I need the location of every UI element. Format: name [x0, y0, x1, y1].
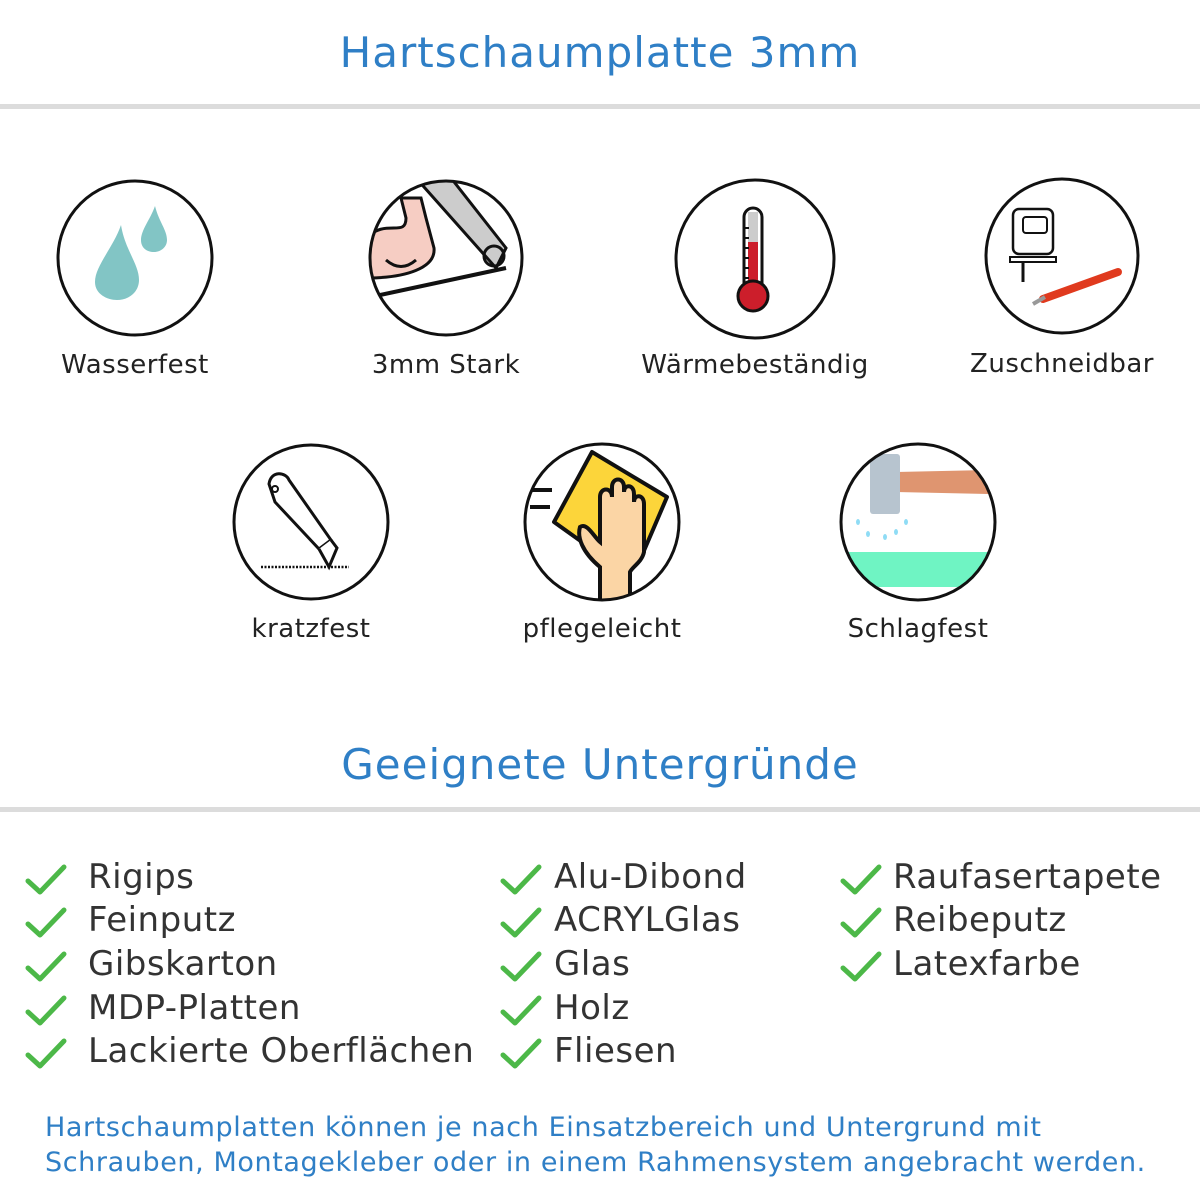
feature-zuschneidbar: Zuschneidbar	[942, 177, 1182, 379]
check-icon	[25, 906, 67, 944]
surface-item: Gibskarton	[88, 944, 278, 984]
surface-item: Fliesen	[554, 1031, 678, 1071]
check-icon	[500, 994, 542, 1032]
hammer-icon	[839, 442, 997, 602]
divider	[0, 807, 1200, 812]
page-title: Hartschaumplatte 3mm	[339, 28, 861, 77]
hand-cloth-icon	[523, 442, 681, 602]
check-icon	[25, 994, 67, 1032]
surface-item: Reibeputz	[893, 900, 1067, 940]
footer-line: Hartschaumplatten können je nach Einsatz…	[45, 1112, 1042, 1143]
feature-schlagfest: Schlagfest	[798, 442, 1038, 644]
feature-waermebestaendig: Wärmebeständig	[635, 178, 875, 380]
surface-item: Latexfarbe	[893, 944, 1081, 984]
check-icon	[25, 950, 67, 988]
feature-label: Wasserfest	[61, 350, 209, 380]
cutter-knife-icon	[232, 443, 390, 601]
feature-label: Zuschneidbar	[970, 349, 1154, 379]
check-icon	[25, 1037, 67, 1075]
feature-label: kratzfest	[251, 614, 371, 644]
check-icon	[25, 863, 67, 901]
strong-arm-icon	[368, 179, 524, 337]
water-drops-icon	[56, 179, 214, 337]
feature-label: 3mm Stark	[371, 350, 521, 380]
check-icon	[500, 950, 542, 988]
divider	[0, 104, 1200, 109]
surface-item: MDP-Platten	[88, 988, 301, 1028]
surface-item: Feinputz	[88, 900, 236, 940]
feature-label: pflegeleicht	[522, 614, 682, 644]
feature-label: Schlagfest	[847, 614, 989, 644]
check-icon	[500, 863, 542, 901]
surface-item: Holz	[554, 988, 630, 1028]
feature-label: Wärmebeständig	[641, 350, 869, 380]
thermometer-icon	[674, 178, 836, 340]
jigsaw-knife-icon	[984, 177, 1140, 335]
check-icon	[500, 906, 542, 944]
surface-item: ACRYLGlas	[554, 900, 741, 940]
surface-item: Glas	[554, 944, 631, 984]
feature-3mm-stark: 3mm Stark	[326, 178, 566, 380]
check-icon	[840, 950, 882, 988]
footer-note: Hartschaumplatten können je nach Einsatz…	[45, 1110, 1185, 1180]
surface-item: Lackierte Oberflächen	[88, 1031, 475, 1071]
section-title: Geeignete Untergründe	[341, 740, 859, 789]
check-icon	[840, 906, 882, 944]
feature-kratzfest: kratzfest	[191, 442, 431, 644]
check-icon	[840, 863, 882, 901]
surface-item: Rigips	[88, 857, 195, 897]
feature-wasserfest: Wasserfest	[15, 178, 255, 380]
footer-line: Schrauben, Montagekleber oder in einem R…	[45, 1147, 1146, 1178]
check-icon	[500, 1037, 542, 1075]
surface-item: Alu-Dibond	[554, 857, 747, 897]
surface-item: Raufasertapete	[893, 857, 1162, 897]
feature-pflegeleicht: pflegeleicht	[482, 442, 722, 644]
